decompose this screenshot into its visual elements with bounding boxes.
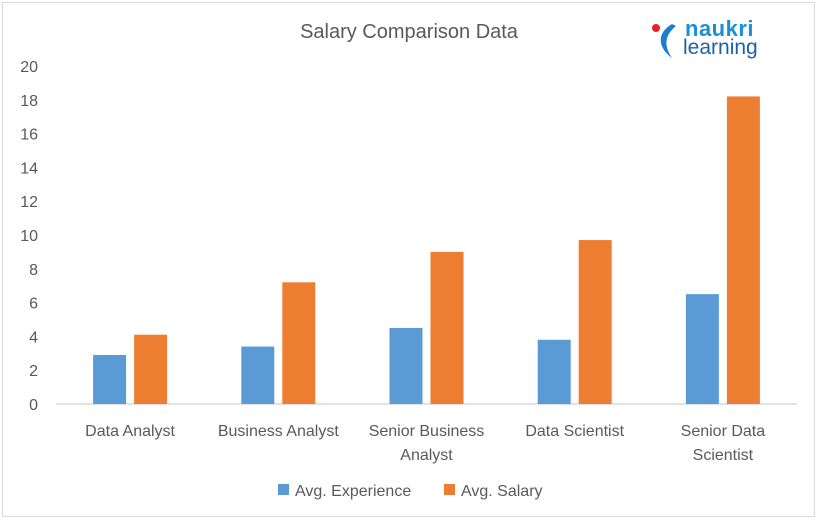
x-tick-label: Business Analyst (218, 423, 340, 440)
bar-avg-experience-2 (389, 327, 423, 404)
bar-avg-salary-2 (430, 251, 464, 404)
bar-avg-salary-4 (726, 96, 760, 405)
bar-avg-experience-3 (537, 339, 571, 404)
y-tick-label: 10 (20, 228, 38, 245)
chart-title: Salary Comparison Data (300, 21, 519, 43)
y-tick-label: 20 (20, 59, 38, 76)
x-tick-label: Data Scientist (525, 423, 624, 440)
y-tick-label: 18 (20, 93, 38, 110)
legend-label: Avg. Experience (295, 483, 411, 500)
logo-text-learning: learning (683, 36, 758, 59)
y-tick-label: 16 (20, 127, 38, 144)
x-tick-label: Scientist (693, 447, 754, 464)
y-tick-label: 4 (29, 329, 38, 346)
y-tick-label: 14 (20, 160, 38, 177)
logo-swoosh-icon (652, 24, 676, 58)
y-tick-label: 0 (29, 397, 38, 414)
x-tick-label: Senior Business (369, 423, 485, 440)
x-tick-label: Senior Data (681, 423, 766, 440)
bar-avg-salary-1 (282, 282, 316, 404)
legend-swatch (278, 484, 289, 495)
bar-avg-salary-3 (578, 240, 612, 404)
y-tick-label: 2 (29, 363, 38, 380)
logo-text-naukri: naukri (685, 16, 755, 41)
bar-avg-experience-0 (93, 354, 127, 404)
x-tick-label: Analyst (400, 447, 453, 464)
x-tick-label: Data Analyst (85, 423, 175, 440)
bar-avg-experience-1 (241, 346, 275, 404)
legend-label: Avg. Salary (461, 483, 543, 500)
naukri-learning-logo: naukri learning (650, 16, 780, 64)
legend-swatch (444, 484, 455, 495)
y-tick-label: 6 (29, 296, 38, 313)
bar-avg-salary-0 (134, 334, 168, 404)
bar-avg-experience-4 (685, 294, 719, 404)
y-tick-label: 8 (29, 262, 38, 279)
y-tick-label: 12 (20, 194, 38, 211)
